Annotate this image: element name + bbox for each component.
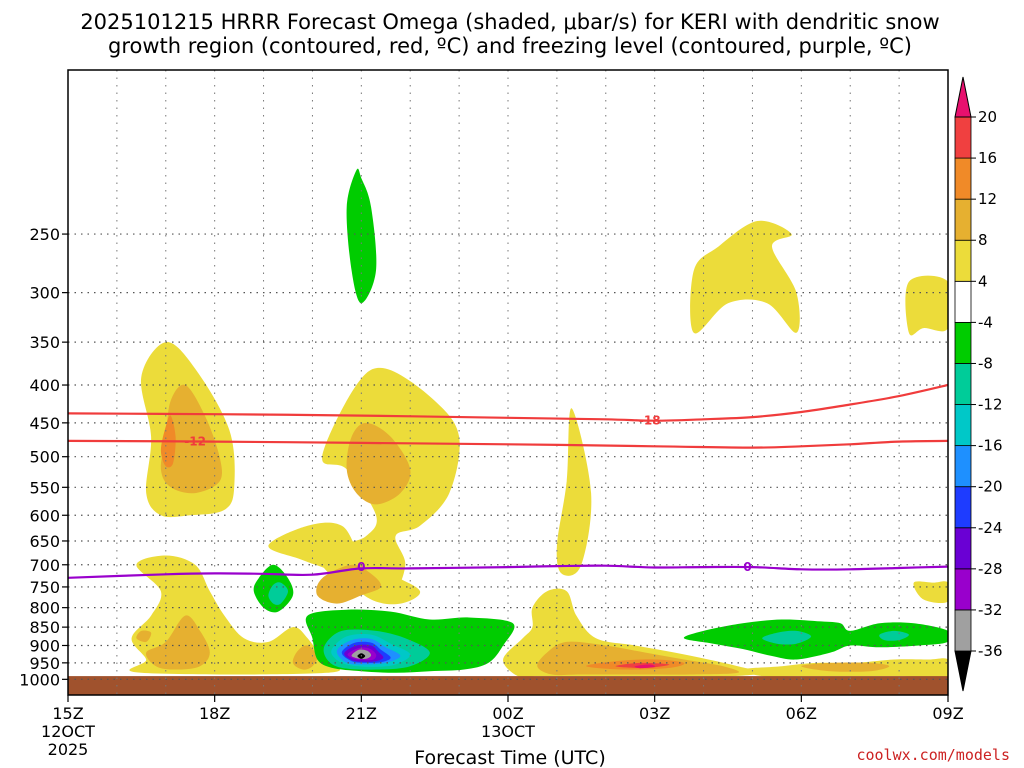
y-tick-label-450: 450 [29,414,60,433]
x-tick-date-15Z: 12OCT [41,722,95,741]
omega-region-p4-5 [690,220,800,334]
x-tick-label-09Z: 09Z [932,704,963,723]
y-tick-label-350: 350 [29,333,60,352]
freezing-level-0c-line [68,564,948,579]
y-tick-label-750: 750 [29,578,60,597]
y-tick-label-500: 500 [29,448,60,467]
colorbar-swatch-8 [954,321,972,364]
colorbar-swatch-6 [954,404,972,447]
omega-region-p8-14 [537,641,740,676]
omega-region-p20-21 [634,664,656,669]
colorbar-swatch-2 [954,568,972,611]
chart-title-line1: 2025101215 HRRR Forecast Omega (shaded, … [80,10,939,34]
omega-region-m8-27 [762,630,812,645]
dgz-minus18-label: -18 [639,414,661,428]
colorbar-label-12: -32 [978,601,1003,619]
freezing-level-0c-label: 0 [357,560,365,574]
colorbar-label-13: -36 [978,642,1003,660]
dgz-minus12-label: -12 [184,435,206,449]
omega-region-p8-15 [801,662,890,672]
x-tick-year-15Z: 2025 [48,740,89,759]
y-tick-label-700: 700 [29,556,60,575]
x-tick-date-00Z: 13OCT [481,722,535,741]
y-tick-label-550: 550 [29,478,60,497]
colorbar-swatch-11 [954,198,972,241]
omega-region-p8-13 [316,564,382,604]
colorbar-label-4: 4 [978,272,988,290]
colorbar-label-0: 20 [978,108,997,126]
temperature-contours: -18 -12 0 0 [68,383,948,579]
colorbar-label-11: -28 [978,560,1003,578]
y-tick-label-950: 950 [29,654,60,673]
colorbar-label-6: -8 [978,354,993,372]
colorbar-swatch-0 [954,650,972,692]
colorbar-swatch-10 [954,239,972,282]
colorbar-label-7: -12 [978,396,1003,414]
colorbar-label-10: -24 [978,519,1003,537]
x-tick-label-03Z: 03Z [639,704,670,723]
y-tick-label-800: 800 [29,599,60,618]
y-tick-label-250: 250 [29,225,60,244]
y-tick-label-1000: 1000 [19,670,60,689]
y-tick-label-850: 850 [29,618,60,637]
colorbar-swatch-4 [954,486,972,529]
y-tick-label-900: 900 [29,636,60,655]
colorbar-label-2: 12 [978,190,997,208]
colorbar-swatch-1 [954,609,972,652]
x-tick-label-21Z: 21Z [346,704,377,723]
dgz-minus18-line [68,383,948,422]
colorbar: 20 16 12 8 4 -4 -8 -12 -16 -20 -24 -28 -32 -36 [954,76,1003,692]
colorbar-swatch-14 [954,76,972,118]
x-tick-label-06Z: 06Z [786,704,817,723]
omega-region-p8-10 [160,384,223,494]
omega-region-m8-28 [879,630,909,641]
x-tick-label-18Z: 18Z [199,704,230,723]
y-tick-label-650: 650 [29,532,60,551]
colorbar-swatch-5 [954,445,972,488]
omega-region-m4-25 [683,619,948,660]
omega-region-p8-16 [292,645,318,670]
colorbar-swatch-7 [954,363,972,405]
colorbar-label-5: -4 [978,313,993,331]
omega-region-p4-7 [913,581,948,604]
chart-title-line2: growth region (contoured, red, ºC) and f… [108,34,912,58]
omega-region-p8-12 [145,615,210,670]
omega-region-p4-4 [556,408,592,576]
colorbar-swatch-12 [954,157,972,200]
colorbar-swatch-3 [954,527,972,570]
omega-region-m8-26 [268,582,288,605]
y-tick-label-600: 600 [29,506,60,525]
colorbar-swatch-13 [954,116,972,159]
colorbar-label-1: 16 [978,149,997,167]
omega-region-p4-6 [905,275,948,336]
colorbar-label-8: -16 [978,437,1003,455]
colorbar-swatch-9 [954,280,972,323]
plot-area [68,168,948,695]
y-tick-label-300: 300 [29,284,60,303]
x-axis-title: Forecast Time (UTC) [414,747,605,768]
y-tick-label-400: 400 [29,376,60,395]
x-tick-label-15Z: 15Z [52,704,83,723]
credit-text: coolwx.com/models [856,746,1010,764]
omega-region-p4-3 [268,522,421,605]
y-axis: 2503003504004505005506006507007508008509… [19,225,68,689]
omega-region-p8-17 [136,630,152,643]
x-tick-label-00Z: 00Z [492,704,523,723]
freezing-level-0c-label-2: 0 [743,560,751,574]
dgz-minus12-line [68,439,948,449]
colorbar-label-9: -20 [978,478,1003,496]
colorbar-label-3: 8 [978,231,988,249]
